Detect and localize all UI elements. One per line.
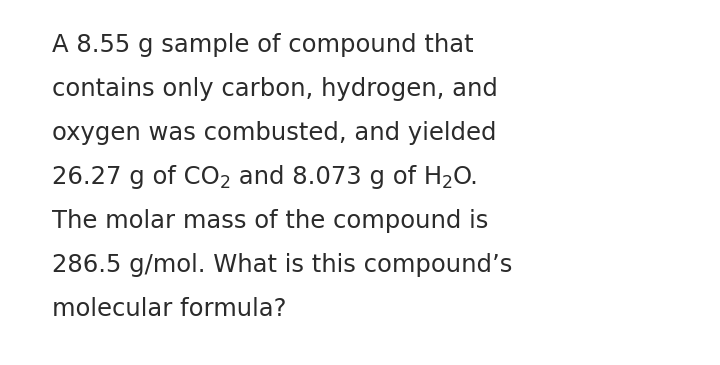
Text: molecular formula?: molecular formula? [52, 297, 287, 321]
Text: O.: O. [453, 165, 479, 189]
Text: and 8.073 g of H: and 8.073 g of H [230, 165, 442, 189]
Text: 2: 2 [220, 173, 230, 192]
Text: contains only carbon, hydrogen, and: contains only carbon, hydrogen, and [52, 77, 498, 101]
Text: oxygen was combusted, and yielded: oxygen was combusted, and yielded [52, 121, 497, 145]
Text: 26.27 g of CO: 26.27 g of CO [52, 165, 220, 189]
Text: A 8.55 g sample of compound that: A 8.55 g sample of compound that [52, 33, 474, 57]
Text: The molar mass of the compound is: The molar mass of the compound is [52, 209, 488, 233]
Text: 286.5 g/mol. What is this compound’s: 286.5 g/mol. What is this compound’s [52, 253, 513, 277]
Text: 2: 2 [442, 173, 453, 192]
